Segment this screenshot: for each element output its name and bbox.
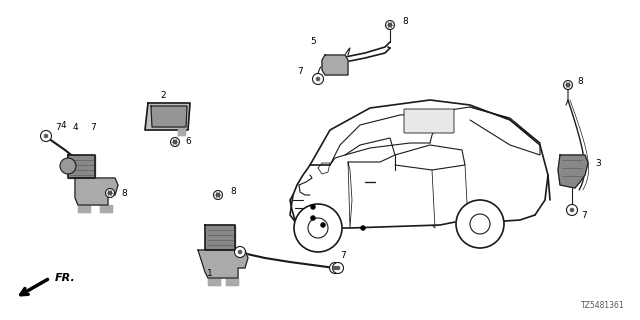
Text: 3: 3 <box>595 158 601 167</box>
Polygon shape <box>145 103 190 130</box>
Polygon shape <box>208 278 220 285</box>
Text: 7: 7 <box>55 124 61 132</box>
Polygon shape <box>226 278 238 285</box>
Circle shape <box>316 77 320 81</box>
Circle shape <box>106 188 115 197</box>
Circle shape <box>216 193 220 197</box>
Circle shape <box>214 190 223 199</box>
Text: FR.: FR. <box>55 273 76 283</box>
Circle shape <box>308 218 328 238</box>
Polygon shape <box>178 127 185 135</box>
Polygon shape <box>151 106 187 127</box>
Circle shape <box>570 208 574 212</box>
Circle shape <box>173 140 177 144</box>
Circle shape <box>456 200 504 248</box>
Circle shape <box>360 226 365 230</box>
Polygon shape <box>68 155 95 178</box>
Text: 4: 4 <box>60 122 66 131</box>
Circle shape <box>310 204 316 210</box>
Circle shape <box>330 262 340 274</box>
Circle shape <box>234 246 246 258</box>
Text: 2: 2 <box>160 92 166 100</box>
Polygon shape <box>322 55 348 75</box>
FancyBboxPatch shape <box>404 109 454 133</box>
Text: 8: 8 <box>402 18 408 27</box>
Circle shape <box>108 191 112 195</box>
Text: 6: 6 <box>185 138 191 147</box>
Polygon shape <box>205 225 235 250</box>
Circle shape <box>310 215 316 220</box>
Circle shape <box>312 74 323 84</box>
Circle shape <box>60 158 76 174</box>
Text: TZ5481361: TZ5481361 <box>581 301 625 310</box>
Text: 8: 8 <box>230 188 236 196</box>
Circle shape <box>336 266 340 270</box>
Polygon shape <box>558 155 588 188</box>
Circle shape <box>388 23 392 27</box>
Polygon shape <box>75 178 118 205</box>
Text: 1: 1 <box>207 268 213 277</box>
Circle shape <box>566 83 570 87</box>
Polygon shape <box>78 205 90 212</box>
Circle shape <box>170 138 179 147</box>
Text: 5: 5 <box>310 37 316 46</box>
Circle shape <box>385 20 394 29</box>
Text: 7: 7 <box>90 124 96 132</box>
Text: 7: 7 <box>297 68 303 76</box>
Circle shape <box>470 214 490 234</box>
Text: 7: 7 <box>581 211 587 220</box>
Circle shape <box>333 262 344 274</box>
Text: 8: 8 <box>577 76 583 85</box>
Polygon shape <box>198 250 248 278</box>
Text: 8: 8 <box>121 188 127 197</box>
Circle shape <box>321 222 326 228</box>
Polygon shape <box>100 205 112 212</box>
Text: 7: 7 <box>340 251 346 260</box>
Circle shape <box>294 204 342 252</box>
Circle shape <box>238 250 242 254</box>
Circle shape <box>333 266 337 270</box>
Circle shape <box>44 134 48 138</box>
Text: 4: 4 <box>72 124 78 132</box>
Circle shape <box>566 204 577 215</box>
Circle shape <box>563 81 573 90</box>
Circle shape <box>40 131 51 141</box>
